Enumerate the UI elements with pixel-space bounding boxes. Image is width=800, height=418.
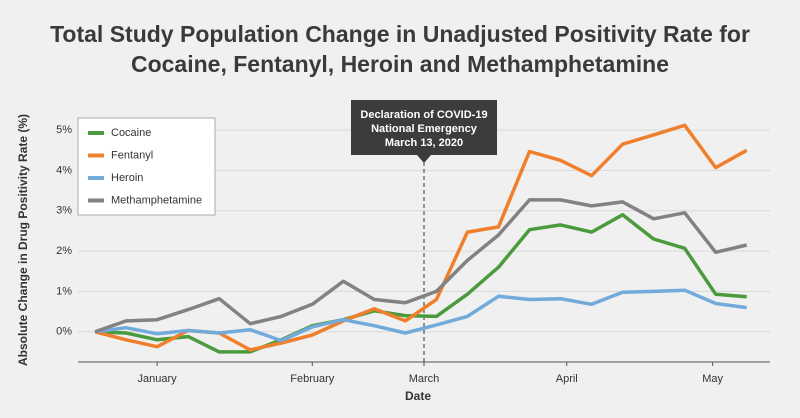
y-tick-label: 0% <box>56 326 72 338</box>
series-line <box>95 213 747 354</box>
x-axis-label: Date <box>405 389 431 403</box>
y-axis-label: Absolute Change in Drug Positivity Rate … <box>16 114 30 366</box>
legend-label: Heroin <box>111 172 143 184</box>
legend-label: Methamphetamine <box>111 194 202 206</box>
x-tick-label: February <box>290 373 335 385</box>
y-tick-label: 4% <box>56 164 72 176</box>
chart-title: Total Study Population Change in Unadjus… <box>50 21 750 47</box>
annotation-text: Declaration of COVID-19 <box>360 109 487 121</box>
y-tick-label: 3% <box>56 205 72 217</box>
annotation-text: March 13, 2020 <box>385 137 463 149</box>
series-line <box>94 198 748 334</box>
x-tick-label: May <box>702 373 723 385</box>
x-tick-label: January <box>138 373 178 385</box>
legend-label: Fentanyl <box>111 149 153 161</box>
y-tick-label: 5% <box>56 124 72 136</box>
annotation-box <box>351 100 497 155</box>
legend: Cocaine Fentanyl Heroin Methamphetamine <box>77 117 216 216</box>
annotation-pointer <box>417 155 431 163</box>
x-tick-label: April <box>556 373 578 385</box>
y-tick-label: 1% <box>56 285 72 297</box>
annotation-text: National Emergency <box>371 123 478 135</box>
y-tick-label: 2% <box>56 245 72 257</box>
series-line <box>94 288 747 343</box>
x-tick-label: March <box>409 373 440 385</box>
legend-label: Cocaine <box>111 127 151 139</box>
chart-title: Cocaine, Fentanyl, Heroin and Methamphet… <box>131 51 669 77</box>
